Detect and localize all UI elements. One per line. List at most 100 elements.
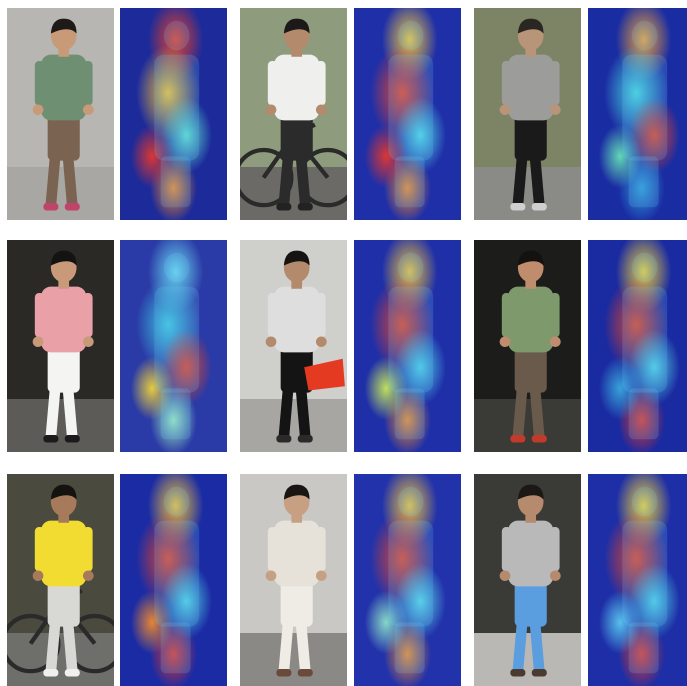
person xyxy=(265,484,327,677)
person-silhouette-overlay xyxy=(388,486,434,674)
attention-heatmap xyxy=(588,474,687,686)
person-neck xyxy=(525,46,537,57)
person-right-shoe xyxy=(297,435,313,443)
person-right-hand xyxy=(315,570,327,582)
attention-hotspot xyxy=(364,124,408,189)
person xyxy=(32,18,94,211)
person-legs xyxy=(45,622,78,672)
person-right-shoe xyxy=(531,669,547,677)
person-right-arm xyxy=(82,61,93,106)
photo-ground xyxy=(240,399,347,452)
person-upper-garment xyxy=(41,54,87,121)
person-lower-garment xyxy=(47,580,80,627)
person-lower-garment xyxy=(280,114,313,161)
person-silhouette-overlay xyxy=(622,486,668,674)
person-left-hand xyxy=(32,336,44,348)
photo-ground xyxy=(240,633,347,686)
attention-heatmap xyxy=(120,474,227,686)
attention-heatmap xyxy=(588,240,687,452)
person-legs xyxy=(512,388,545,438)
photo-ground xyxy=(240,167,347,220)
person-right-shoe xyxy=(64,203,80,211)
person-right-arm xyxy=(315,293,326,338)
person-neck xyxy=(291,46,303,57)
photo-ground xyxy=(474,399,581,452)
pedestrian-photo xyxy=(7,474,114,686)
pedestrian-photo xyxy=(474,474,581,686)
person-right-shoe xyxy=(297,203,313,211)
attention-hotspot xyxy=(130,124,174,189)
person-right-hand xyxy=(549,570,561,582)
pedestrian-photo xyxy=(240,8,347,220)
person-left-shoe xyxy=(276,435,292,443)
person-right-shoe xyxy=(531,203,547,211)
person-right-hand xyxy=(82,336,94,348)
person-left-hand xyxy=(265,336,277,348)
person-upper-garment xyxy=(41,520,87,587)
person-silhouette-overlay xyxy=(154,20,200,208)
photo-ground xyxy=(474,167,581,220)
person-left-arm xyxy=(267,293,278,338)
person xyxy=(499,18,561,211)
person-neck xyxy=(58,278,70,289)
person-legs xyxy=(45,388,78,438)
person-left-arm xyxy=(501,61,512,106)
attention-heatmap xyxy=(120,240,227,452)
attention-heatmap xyxy=(354,474,461,686)
person-hair xyxy=(50,18,77,34)
person-silhouette-overlay xyxy=(622,20,668,208)
person-silhouette-overlay xyxy=(388,20,434,208)
person-left-shoe xyxy=(43,669,59,677)
person xyxy=(32,484,94,677)
person-upper-garment xyxy=(508,286,554,353)
person-upper-garment xyxy=(274,54,320,121)
person-silhouette-overlay xyxy=(154,252,200,440)
attention-hotspot xyxy=(364,590,408,655)
person-legs xyxy=(512,156,545,206)
attention-heatmap xyxy=(588,8,687,220)
person-neck xyxy=(291,512,303,523)
pedestrian-photo xyxy=(7,8,114,220)
attention-hotspot xyxy=(130,356,174,421)
person-legs xyxy=(512,622,545,672)
person-neck xyxy=(58,512,70,523)
person-right-arm xyxy=(82,527,93,572)
person-right-shoe xyxy=(64,435,80,443)
person-left-hand xyxy=(265,570,277,582)
person-right-arm xyxy=(549,61,560,106)
attention-heatmap xyxy=(354,8,461,220)
person-left-arm xyxy=(34,61,45,106)
person-right-arm xyxy=(315,61,326,106)
person-left-arm xyxy=(267,61,278,106)
person-right-hand xyxy=(315,104,327,116)
person-left-hand xyxy=(499,104,511,116)
person-left-arm xyxy=(501,293,512,338)
attention-hotspot xyxy=(598,590,642,655)
person-lower-garment xyxy=(514,114,547,161)
person-hair xyxy=(50,250,77,266)
pedestrian-photo xyxy=(474,240,581,452)
attention-heatmap xyxy=(354,240,461,452)
person-right-shoe xyxy=(64,669,80,677)
person-left-shoe xyxy=(43,435,59,443)
person-right-hand xyxy=(549,104,561,116)
person-left-arm xyxy=(34,527,45,572)
person-upper-garment xyxy=(274,286,320,353)
person-hair xyxy=(283,250,310,266)
person-left-hand xyxy=(499,570,511,582)
person-right-hand xyxy=(82,570,94,582)
attention-heatmap xyxy=(120,8,227,220)
person xyxy=(499,250,561,443)
person-lower-garment xyxy=(280,346,313,393)
person-silhouette-overlay xyxy=(622,252,668,440)
person-left-shoe xyxy=(510,203,526,211)
person-legs xyxy=(278,388,311,438)
photo-ground xyxy=(7,167,114,220)
person-lower-garment xyxy=(47,346,80,393)
attention-hotspot xyxy=(364,356,408,421)
person-left-hand xyxy=(499,336,511,348)
pedestrian-photo xyxy=(474,8,581,220)
person-upper-garment xyxy=(41,286,87,353)
person xyxy=(265,250,327,443)
